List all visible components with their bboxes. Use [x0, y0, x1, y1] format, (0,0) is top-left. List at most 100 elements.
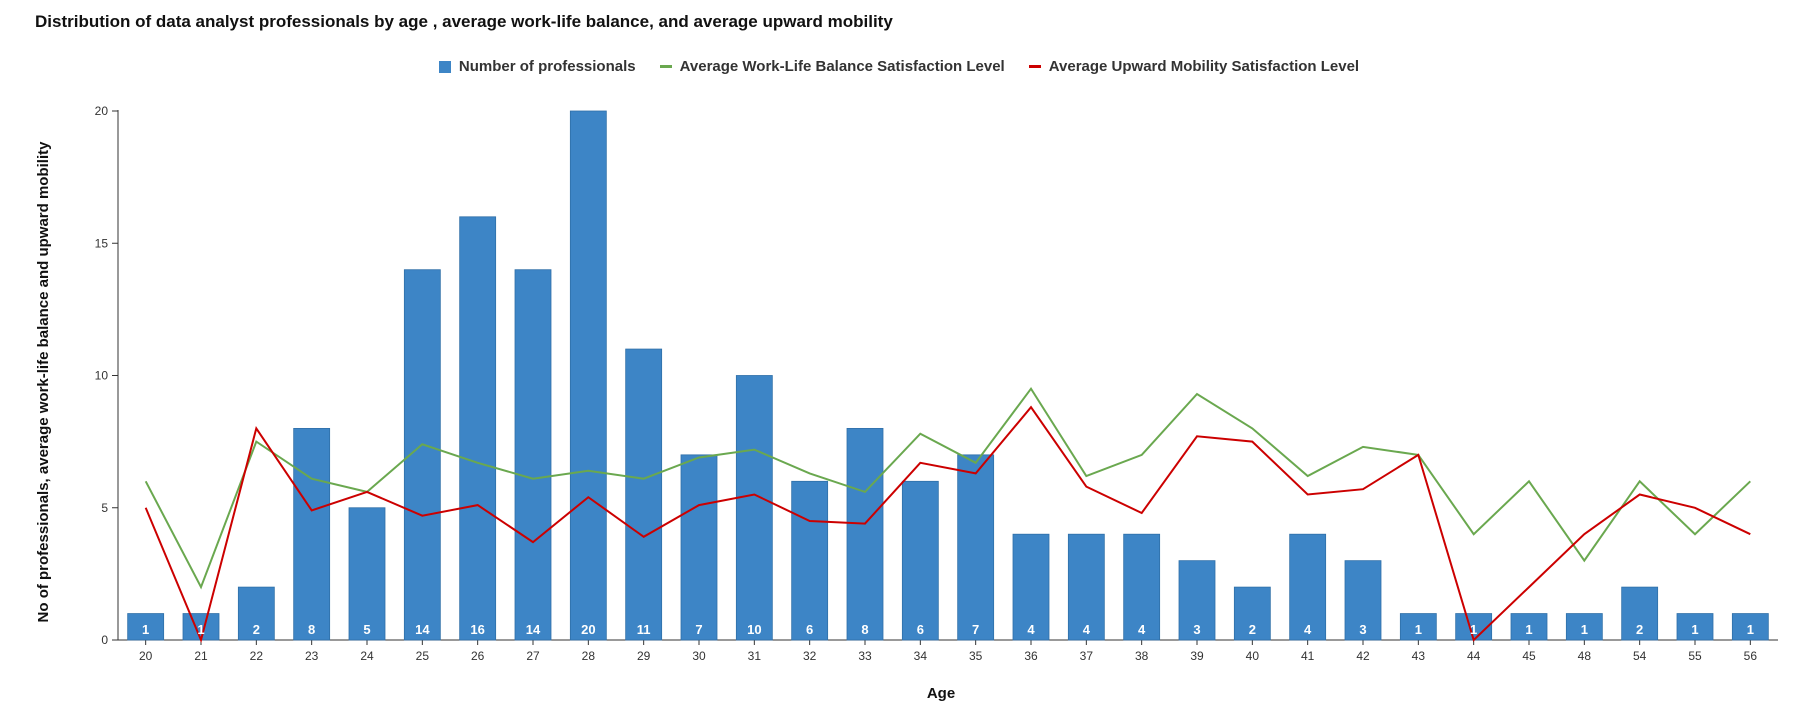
x-tick-label: 32 [803, 649, 817, 663]
bar [348, 507, 386, 641]
bar [1012, 533, 1050, 641]
x-axis-title: Age [927, 685, 955, 702]
bar-value-label: 16 [470, 622, 484, 637]
bar-value-label: 1 [1470, 622, 1477, 637]
y-tick-label: 10 [95, 369, 109, 383]
bar-value-label: 1 [1691, 622, 1698, 637]
x-tick-label: 48 [1578, 649, 1592, 663]
bar-value-label: 4 [1083, 622, 1091, 637]
x-tick-label: 45 [1522, 649, 1536, 663]
bar-value-label: 6 [917, 622, 924, 637]
x-tick-label: 21 [194, 649, 208, 663]
bar [459, 216, 497, 641]
x-tick-label: 20 [139, 649, 153, 663]
bar [1399, 613, 1437, 641]
bar-value-label: 11 [637, 622, 651, 637]
x-tick-label: 41 [1301, 649, 1315, 663]
legend-item-upward[interactable]: Average Upward Mobility Satisfaction Lev… [1028, 58, 1360, 75]
legend-label-professionals: Number of professionals [458, 58, 636, 75]
bar-value-label: 2 [1636, 622, 1643, 637]
bar [1676, 613, 1714, 641]
x-tick-label: 26 [471, 649, 485, 663]
legend-swatch-bar [438, 60, 451, 73]
bar-value-label: 8 [861, 622, 868, 637]
bar [791, 480, 829, 641]
x-tick-label: 54 [1633, 649, 1647, 663]
bar-value-label: 1 [142, 622, 149, 637]
bar-value-label: 1 [1415, 622, 1422, 637]
bar [680, 454, 718, 641]
legend-swatch-line [1028, 65, 1041, 68]
bar [237, 586, 275, 641]
legend-item-professionals[interactable]: Number of professionals [438, 58, 636, 75]
x-tick-label: 36 [1024, 649, 1038, 663]
bar [1344, 560, 1382, 641]
bar-value-label: 14 [526, 622, 541, 637]
bar [569, 110, 607, 641]
x-tick-label: 28 [582, 649, 596, 663]
x-tick-label: 22 [250, 649, 264, 663]
x-tick-label: 42 [1356, 649, 1370, 663]
bar-value-label: 1 [1747, 622, 1754, 637]
bar [957, 454, 995, 641]
bar [1289, 533, 1327, 641]
bar-value-label: 3 [1359, 622, 1366, 637]
bar [182, 613, 220, 641]
y-tick-label: 20 [95, 104, 109, 118]
bar-value-label: 1 [1581, 622, 1588, 637]
bar-value-label: 7 [695, 622, 702, 637]
x-tick-label: 40 [1246, 649, 1260, 663]
bar [1731, 613, 1769, 641]
y-tick-label: 5 [101, 501, 108, 515]
bar [127, 613, 165, 641]
y-tick-label: 15 [95, 236, 109, 250]
x-tick-label: 29 [637, 649, 651, 663]
x-tick-label: 30 [692, 649, 706, 663]
x-tick-label: 56 [1744, 649, 1758, 663]
x-tick-label: 35 [969, 649, 983, 663]
bar-value-label: 6 [806, 622, 813, 637]
bar [1233, 586, 1271, 641]
bar-value-label: 14 [415, 622, 430, 637]
legend-item-work-life[interactable]: Average Work-Life Balance Satisfaction L… [659, 58, 1005, 75]
upward-mobility-line [144, 405, 1751, 644]
work-life-balance-line [144, 386, 1751, 590]
bar-value-label: 4 [1138, 622, 1146, 637]
bar [1178, 560, 1216, 641]
x-tick-label: 23 [305, 649, 319, 663]
y-tick-label: 0 [101, 633, 108, 647]
bar [514, 269, 552, 641]
bar-value-label: 10 [747, 622, 761, 637]
bar-value-label: 1 [1525, 622, 1532, 637]
bar-value-label: 4 [1027, 622, 1035, 637]
x-tick-label: 37 [1080, 649, 1094, 663]
x-tick-label: 43 [1412, 649, 1426, 663]
x-tick-label: 44 [1467, 649, 1481, 663]
bar-value-label: 1 [197, 622, 204, 637]
chart-title: Distribution of data analyst professiona… [35, 12, 893, 31]
bar-value-label: 3 [1193, 622, 1200, 637]
bar [846, 427, 884, 641]
bar [901, 480, 939, 641]
x-tick-label: 38 [1135, 649, 1149, 663]
bar-value-label: 7 [972, 622, 979, 637]
bar-value-label: 5 [363, 622, 370, 637]
bar-value-label: 20 [581, 622, 595, 637]
bar-value-label: 2 [253, 622, 260, 637]
x-tick-label: 31 [748, 649, 762, 663]
bar-value-label: 8 [308, 622, 315, 637]
bar-value-label: 2 [1249, 622, 1256, 637]
y-axis-title: No of professionals, average work-life b… [35, 141, 52, 623]
bar-value-label: 4 [1304, 622, 1312, 637]
bar [1067, 533, 1105, 641]
legend: Number of professionals Average Work-Lif… [0, 58, 1798, 75]
x-tick-label: 24 [360, 649, 374, 663]
x-tick-label: 33 [858, 649, 872, 663]
bar [1621, 586, 1659, 641]
x-tick-label: 55 [1688, 649, 1702, 663]
legend-label-upward: Average Upward Mobility Satisfaction Lev… [1048, 58, 1360, 75]
x-tick-label: 27 [526, 649, 540, 663]
x-tick-label: 34 [914, 649, 928, 663]
bar [1510, 613, 1548, 641]
